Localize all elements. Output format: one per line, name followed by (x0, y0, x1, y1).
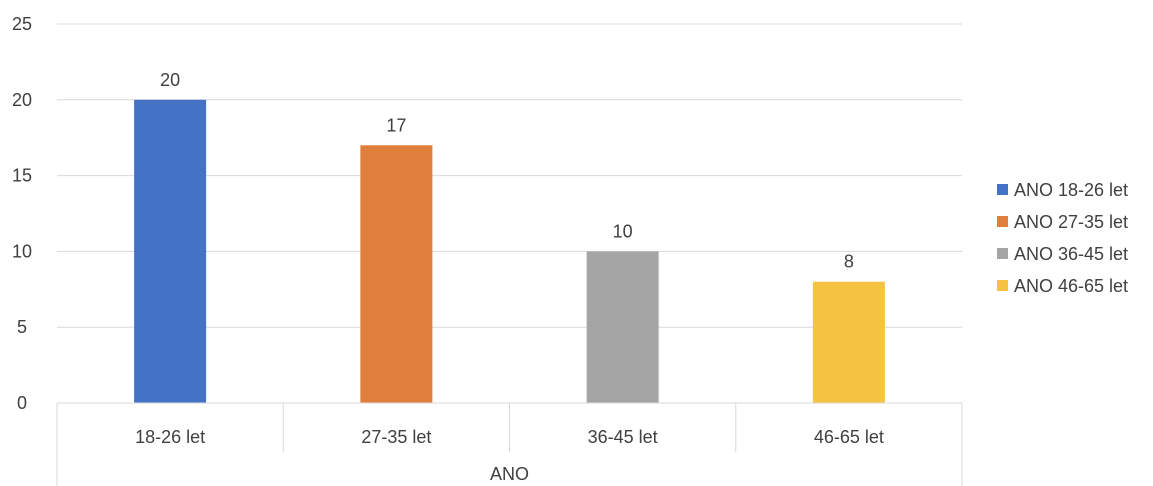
x-tick-label: 36-45 let (588, 427, 658, 447)
y-tick-label: 25 (12, 14, 32, 34)
x-tick-label: 18-26 let (135, 427, 205, 447)
legend-swatch (997, 280, 1008, 291)
legend-swatch (997, 184, 1008, 195)
bar (134, 99, 207, 404)
y-axis-ticks: 0 5 10 15 20 25 (12, 14, 32, 413)
data-label: 17 (386, 115, 406, 135)
legend-label: ANO 46-65 let (1014, 276, 1128, 296)
legend-swatch (997, 248, 1008, 259)
data-label: 8 (844, 252, 854, 272)
x-tick-label: 27-35 let (361, 427, 431, 447)
data-label: 10 (613, 221, 633, 241)
y-tick-label: 0 (17, 393, 27, 413)
data-label: 20 (160, 70, 180, 90)
bar (812, 281, 885, 403)
bar (360, 145, 433, 403)
bars (134, 99, 885, 404)
legend-swatch (997, 216, 1008, 227)
x-axis-title: ANO (490, 464, 529, 484)
legend-label: ANO 27-35 let (1014, 212, 1128, 232)
legend-label: ANO 36-45 let (1014, 244, 1128, 264)
data-labels: 20 17 10 8 (160, 70, 854, 272)
y-tick-label: 15 (12, 166, 32, 186)
y-tick-label: 5 (17, 317, 27, 337)
x-axis: 18-26 let 27-35 let 36-45 let 46-65 let ANO (56, 402, 963, 486)
gridlines (57, 23, 962, 328)
legend-label: ANO 18-26 let (1014, 180, 1128, 200)
bar (586, 251, 659, 403)
legend: ANO 18-26 let ANO 27-35 let ANO 36-45 let A… (997, 180, 1128, 296)
y-tick-label: 20 (12, 90, 32, 110)
y-tick-label: 10 (12, 241, 32, 261)
x-tick-label: 46-65 let (814, 427, 884, 447)
